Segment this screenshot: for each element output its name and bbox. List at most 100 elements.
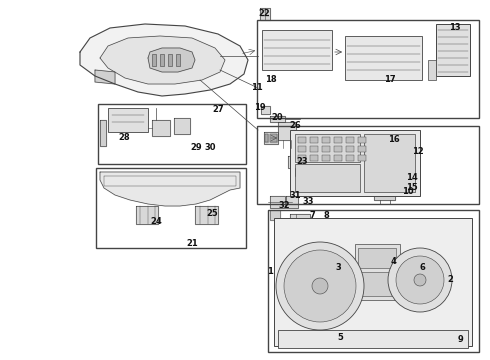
Text: 30: 30: [204, 144, 216, 153]
Bar: [298, 146, 306, 152]
Polygon shape: [260, 8, 270, 20]
Polygon shape: [80, 24, 248, 96]
Polygon shape: [100, 120, 106, 146]
Text: 18: 18: [265, 76, 277, 85]
Bar: [108, 108, 148, 132]
Bar: [355, 244, 400, 300]
Circle shape: [276, 242, 364, 330]
Text: 19: 19: [254, 104, 266, 112]
Text: 15: 15: [406, 184, 418, 193]
Bar: [262, 30, 332, 70]
Polygon shape: [148, 48, 195, 72]
Polygon shape: [288, 156, 302, 168]
Bar: [334, 137, 342, 143]
Bar: [345, 36, 422, 80]
Bar: [428, 60, 436, 80]
Text: 10: 10: [402, 188, 414, 197]
Text: 4: 4: [390, 256, 396, 266]
Text: 25: 25: [206, 210, 218, 219]
Polygon shape: [290, 214, 310, 224]
Text: 6: 6: [419, 264, 425, 273]
Polygon shape: [152, 120, 170, 136]
Bar: [257, 126, 479, 204]
Text: 24: 24: [150, 217, 162, 226]
Bar: [310, 137, 318, 143]
Polygon shape: [136, 206, 158, 224]
Bar: [290, 130, 420, 196]
Text: 16: 16: [388, 135, 400, 144]
Text: 7: 7: [309, 211, 315, 220]
Text: 1: 1: [267, 267, 273, 276]
Polygon shape: [100, 172, 240, 206]
Polygon shape: [270, 116, 285, 122]
Text: 11: 11: [251, 84, 263, 93]
Text: 33: 33: [302, 198, 314, 207]
Circle shape: [312, 278, 328, 294]
Polygon shape: [95, 70, 115, 84]
Polygon shape: [270, 134, 277, 142]
Polygon shape: [265, 134, 268, 142]
Text: 8: 8: [323, 211, 329, 220]
Bar: [358, 137, 366, 143]
Bar: [322, 155, 330, 161]
Bar: [346, 137, 354, 143]
Bar: [278, 330, 468, 348]
Text: 17: 17: [384, 76, 396, 85]
Text: 9: 9: [457, 336, 463, 345]
Bar: [298, 155, 306, 161]
Text: 29: 29: [190, 144, 202, 153]
Text: 13: 13: [449, 23, 461, 32]
Bar: [436, 24, 470, 76]
Bar: [160, 54, 164, 66]
Text: 21: 21: [186, 239, 198, 248]
Bar: [152, 54, 156, 66]
Polygon shape: [270, 196, 285, 208]
Polygon shape: [286, 196, 298, 208]
Polygon shape: [195, 206, 218, 224]
Text: 26: 26: [289, 122, 301, 130]
Text: 31: 31: [289, 192, 301, 201]
Bar: [364, 134, 415, 192]
Circle shape: [284, 250, 356, 322]
Bar: [334, 146, 342, 152]
Bar: [358, 146, 366, 152]
Bar: [358, 272, 396, 296]
Polygon shape: [100, 36, 225, 84]
Bar: [295, 134, 360, 162]
Polygon shape: [174, 118, 190, 134]
Bar: [176, 54, 180, 66]
Text: 22: 22: [258, 9, 270, 18]
Text: 3: 3: [335, 264, 341, 273]
Bar: [295, 164, 360, 192]
Text: 28: 28: [118, 134, 130, 143]
Circle shape: [414, 274, 426, 286]
Bar: [257, 20, 479, 118]
Text: 23: 23: [296, 158, 308, 166]
Bar: [346, 146, 354, 152]
Text: 5: 5: [337, 333, 343, 342]
Polygon shape: [374, 192, 395, 200]
Polygon shape: [270, 210, 280, 220]
Polygon shape: [261, 106, 270, 114]
Text: 12: 12: [412, 148, 424, 157]
Circle shape: [388, 248, 452, 312]
Text: 20: 20: [271, 113, 283, 122]
Bar: [322, 146, 330, 152]
Bar: [334, 155, 342, 161]
Bar: [310, 155, 318, 161]
Bar: [98, 104, 246, 164]
Bar: [268, 210, 479, 352]
Polygon shape: [264, 132, 278, 144]
Circle shape: [396, 256, 444, 304]
Bar: [346, 155, 354, 161]
Bar: [168, 54, 172, 66]
Text: 32: 32: [278, 202, 290, 211]
Text: 27: 27: [212, 105, 224, 114]
Bar: [358, 248, 396, 268]
Bar: [358, 155, 366, 161]
Text: 2: 2: [447, 275, 453, 284]
Bar: [96, 168, 246, 248]
Bar: [322, 137, 330, 143]
Text: 14: 14: [406, 174, 418, 183]
Bar: [298, 137, 306, 143]
